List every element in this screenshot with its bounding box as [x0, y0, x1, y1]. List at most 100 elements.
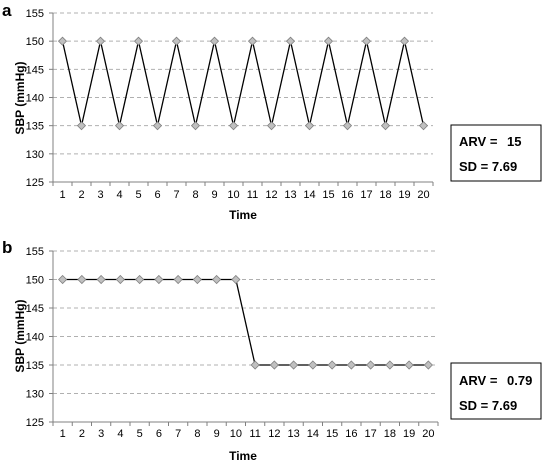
- panel-a-data-point: [76, 121, 87, 131]
- panel-b-x-tick-label: 18: [384, 428, 396, 440]
- panel-b-y-tick-label: 145: [26, 303, 44, 315]
- panel-b-x-tick-label: 7: [175, 428, 181, 440]
- panel-a-stats-box-frame: [450, 124, 542, 182]
- panel-b-x-tick-label: 6: [156, 428, 162, 440]
- panel-b-data-point: [212, 274, 222, 285]
- panel-b-data-point: [115, 274, 125, 285]
- panel-b-x-tick-label: 14: [307, 428, 319, 440]
- panel-a-data-point: [304, 121, 315, 131]
- panel-b-data-point: [385, 360, 395, 370]
- panel-a-data-point: [95, 36, 106, 46]
- panel-b-x-tick-label: 17: [365, 428, 377, 440]
- panel-b-series: [58, 274, 433, 370]
- panel-a-data-point: [152, 121, 163, 131]
- panel-b-data-point: [327, 360, 337, 370]
- panel-a-data-point: [247, 36, 258, 46]
- panel-a-x-tick-label: 18: [379, 189, 391, 201]
- panel-a-x-tick-label: 5: [135, 189, 141, 201]
- panel-a-y-axis-title: SBP (mmHg): [13, 61, 27, 134]
- panel-a-data-point: [285, 36, 296, 46]
- panel-a-x-tick-label: 20: [417, 189, 429, 201]
- panel-b-sd-label: SD =: [459, 398, 492, 413]
- panel-a-data-point: [228, 121, 239, 131]
- panel-b-x-tick-label: 20: [422, 428, 434, 440]
- panel-a-x-tick-label: 10: [227, 189, 239, 201]
- panel-b-x-axis-title: Time: [229, 449, 257, 463]
- panel-b-x-tick-label: 12: [268, 428, 280, 440]
- panel-b-data-point: [58, 274, 68, 285]
- panel-b-x-tick-label: 8: [194, 428, 200, 440]
- panel-a-x-tick-label: 13: [284, 189, 296, 201]
- panel-b-y-tick-label: 140: [26, 332, 44, 344]
- panel-a-data-point: [380, 121, 391, 131]
- panel-b-arv-value: 0.79: [507, 373, 532, 388]
- panel-b-axes: [49, 250, 439, 426]
- panel-b-stats-box-frame: [450, 362, 542, 420]
- panel-b-data-point: [404, 360, 414, 370]
- panel-b-data-point: [96, 274, 106, 285]
- panel-b-y-tick-label: 125: [26, 417, 44, 429]
- panel-a-x-tick-label: 16: [341, 189, 353, 201]
- panel-a-x-tick-label: 3: [97, 189, 103, 201]
- panel-a-data-point: [266, 121, 277, 131]
- panel-b-series-line: [62, 278, 429, 366]
- panel-b-y-ticks: 125 130 135 140 145 150 155: [26, 246, 44, 429]
- panel-a-y-ticks: 125 130 135 140 145 150 155: [26, 8, 44, 189]
- panel-b-data-point: [231, 274, 241, 285]
- panel-b-x-tick-label: 4: [117, 428, 123, 440]
- panel-a-axes: [49, 12, 434, 186]
- panel-b-data-point: [192, 274, 202, 285]
- panel-b-x-ticks: 1 2 3 4 5 6 7 8 9 10 11 12 13 14 15 16 17 18 19 20: [60, 428, 435, 440]
- panel-a-y-tick-label: 155: [26, 8, 44, 20]
- panel-a-x-tick-label: 9: [211, 189, 217, 201]
- panel-b-x-tick-label: 19: [403, 428, 415, 440]
- panel-b-x-tick-label: 5: [137, 428, 143, 440]
- panel-a-data-point: [323, 36, 334, 46]
- panel-b-x-tick-label: 15: [326, 428, 338, 440]
- panel-b-x-tick-label: 1: [60, 428, 66, 440]
- panel-a-sd: SD = 7.69: [459, 159, 517, 174]
- panel-a-y-tick-label: 135: [26, 121, 44, 133]
- panel-a-x-tick-label: 12: [265, 189, 277, 201]
- panel-a-series: [57, 36, 429, 131]
- panel-b-y-axis-title: SBP (mmHg): [13, 299, 27, 372]
- panel-a-x-tick-label: 7: [173, 189, 179, 201]
- panel-a-data-point: [190, 121, 201, 131]
- panel-a-x-tick-label: 2: [78, 189, 84, 201]
- panel-a-y-tick-label: 145: [26, 64, 44, 76]
- panel-b-data-point: [154, 274, 164, 285]
- panel-b-data-point: [423, 360, 433, 370]
- panel-a-x-tick-label: 1: [59, 189, 65, 201]
- panel-a-stats-box: ARV = 15 SD = 7.69: [450, 124, 542, 182]
- panel-b-sd: SD = 7.69: [459, 398, 517, 413]
- panel-a-arv-label: ARV =: [459, 134, 501, 149]
- panel-a-x-tick-label: 8: [192, 189, 198, 201]
- panel-a-data-point: [342, 121, 353, 131]
- panel-a-x-tick-label: 4: [116, 189, 122, 201]
- panel-a-x-axis-title: Time: [229, 208, 257, 222]
- panel-a-x-tick-label: 11: [247, 189, 258, 201]
- panel-b-x-tick-label: 13: [288, 428, 300, 440]
- panel-b-data-point: [250, 360, 260, 370]
- panel-a-y-tick-label: 140: [26, 93, 44, 105]
- panel-a-y-tick-label: 125: [26, 177, 44, 189]
- panel-a-data-point: [171, 36, 182, 46]
- panel-b-x-tick-label: 2: [79, 428, 85, 440]
- panel-b-data-point: [289, 360, 299, 370]
- panel-a-x-tick-label: 17: [360, 189, 372, 201]
- panel-b-data-point: [269, 360, 279, 370]
- panel-b-data-point: [346, 360, 356, 370]
- panel-a-label: a: [2, 1, 12, 20]
- panel-a-data-point: [209, 36, 220, 46]
- panel-b-label: b: [2, 238, 12, 257]
- panel-b-y-tick-label: 150: [26, 275, 44, 287]
- panel-a-arv-value: 15: [507, 134, 521, 149]
- panel-b-data-point: [366, 360, 376, 370]
- panel-b-data-point: [173, 274, 183, 285]
- panel-a-data-point: [57, 36, 68, 46]
- panel-a-sd-value: 7.69: [492, 159, 517, 174]
- panel-b-arv-label: ARV =: [459, 373, 501, 388]
- panel-a-x-tick-label: 19: [398, 189, 410, 201]
